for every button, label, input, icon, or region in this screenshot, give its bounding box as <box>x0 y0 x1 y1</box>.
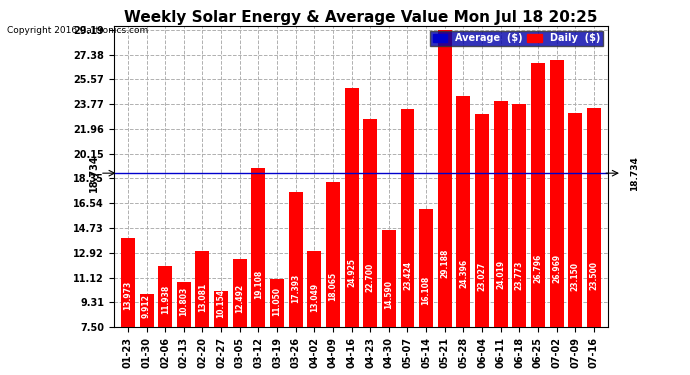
Text: 23.027: 23.027 <box>477 262 486 291</box>
Bar <box>419 209 433 375</box>
Bar <box>195 251 210 375</box>
Text: 19.108: 19.108 <box>254 270 263 299</box>
Bar <box>288 192 303 375</box>
Text: 9.912: 9.912 <box>142 294 151 318</box>
Text: 26.796: 26.796 <box>533 254 542 284</box>
Text: 10.803: 10.803 <box>179 287 188 316</box>
Text: Copyright 2016 Cartronics.com: Copyright 2016 Cartronics.com <box>7 26 148 35</box>
Text: 18.734: 18.734 <box>89 154 99 192</box>
Text: 24.925: 24.925 <box>347 258 356 287</box>
Bar <box>307 251 322 375</box>
Bar <box>456 96 471 375</box>
Text: 11.050: 11.050 <box>273 287 282 316</box>
Bar <box>587 108 601 375</box>
Text: 13.081: 13.081 <box>198 282 207 312</box>
Bar <box>251 168 266 375</box>
Text: 23.773: 23.773 <box>515 260 524 290</box>
Bar <box>139 294 153 375</box>
Bar <box>569 112 582 375</box>
Text: 23.424: 23.424 <box>403 261 412 290</box>
Bar <box>158 266 172 375</box>
Bar <box>344 88 359 375</box>
Text: 10.154: 10.154 <box>217 289 226 318</box>
Bar <box>270 279 284 375</box>
Bar <box>400 109 415 375</box>
Bar <box>121 238 135 375</box>
Bar <box>531 63 545 375</box>
Bar <box>326 182 340 375</box>
Text: 11.938: 11.938 <box>161 285 170 314</box>
Text: 24.396: 24.396 <box>459 259 468 288</box>
Text: 23.500: 23.500 <box>589 261 598 290</box>
Text: 13.049: 13.049 <box>310 282 319 312</box>
Text: 23.150: 23.150 <box>571 262 580 291</box>
Text: 13.973: 13.973 <box>124 280 132 310</box>
Bar <box>382 230 396 375</box>
Bar <box>177 282 191 375</box>
Text: 17.393: 17.393 <box>291 273 300 303</box>
Text: 26.969: 26.969 <box>552 254 561 283</box>
Text: 16.108: 16.108 <box>422 276 431 305</box>
Bar <box>494 101 508 375</box>
Bar <box>363 119 377 375</box>
Bar <box>550 60 564 375</box>
Text: 18.734: 18.734 <box>631 156 640 190</box>
Text: 18.065: 18.065 <box>328 272 337 302</box>
Text: 22.700: 22.700 <box>366 262 375 292</box>
Bar <box>513 104 526 375</box>
Bar <box>437 30 452 375</box>
Legend: Average  ($), Daily  ($): Average ($), Daily ($) <box>430 30 603 46</box>
Title: Weekly Solar Energy & Average Value Mon Jul 18 20:25: Weekly Solar Energy & Average Value Mon … <box>124 9 598 24</box>
Bar <box>475 114 489 375</box>
Text: 29.188: 29.188 <box>440 249 449 279</box>
Text: 14.590: 14.590 <box>384 279 393 309</box>
Bar <box>214 291 228 375</box>
Bar <box>233 259 247 375</box>
Text: 24.019: 24.019 <box>496 260 505 289</box>
Text: 12.492: 12.492 <box>235 284 244 313</box>
